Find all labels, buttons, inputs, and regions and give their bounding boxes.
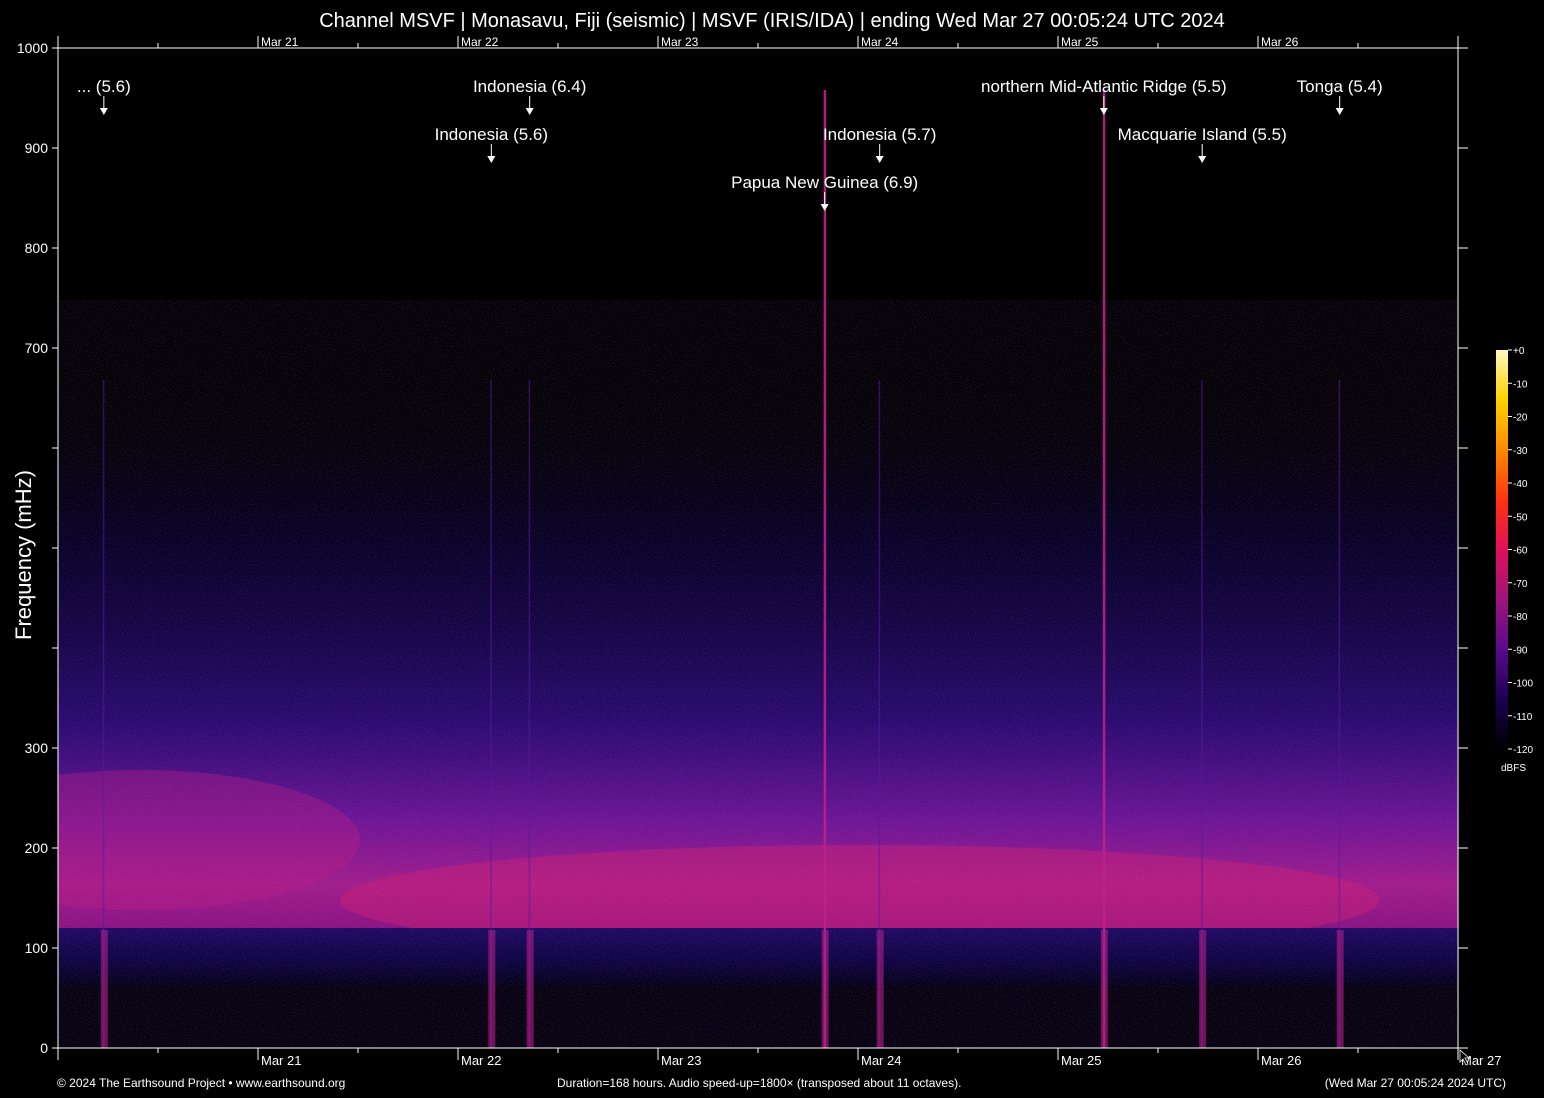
event-label: Indonesia (5.6) <box>435 125 548 144</box>
event-low-freq-energy <box>100 930 108 1048</box>
y-tick-label: 300 <box>25 740 49 756</box>
colorbar-tick-label: -40 <box>1513 479 1528 490</box>
x-day-label-top: Mar 24 <box>861 35 899 49</box>
x-day-label-top: Mar 21 <box>261 35 299 49</box>
footer-timestamp: (Wed Mar 27 00:05:24 2024 UTC) <box>1324 1076 1506 1090</box>
colorbar-tick-label: -30 <box>1513 446 1528 457</box>
x-day-label: Mar 21 <box>261 1053 301 1068</box>
colorbar-tick-label: -90 <box>1513 645 1528 656</box>
x-day-label-top: Mar 25 <box>1061 35 1099 49</box>
event-arrow-icon <box>1335 108 1344 115</box>
event-low-freq-energy <box>876 930 884 1048</box>
event-low-freq-energy <box>526 930 534 1048</box>
event-low-freq-energy <box>488 930 496 1048</box>
x-day-label: Mar 25 <box>1061 1053 1101 1068</box>
y-tick-label: 900 <box>25 140 49 156</box>
event-arrow-icon <box>1198 156 1207 163</box>
event-streak <box>1102 90 1106 1048</box>
event-arrow-icon <box>99 108 108 115</box>
colorbar-tick-label: -20 <box>1513 413 1528 424</box>
event-label: Indonesia (5.7) <box>823 125 936 144</box>
footer-copyright: © 2024 The Earthsound Project • www.eart… <box>57 1076 346 1090</box>
event-label: Macquarie Island (5.5) <box>1118 125 1287 144</box>
event-annotations: ... (5.6) Indonesia (6.4) Indonesia (5.6) n… <box>77 77 1383 211</box>
colorbar-gradient <box>1496 350 1508 749</box>
x-day-label: Mar 26 <box>1261 1053 1301 1068</box>
x-day-label-top: Mar 23 <box>661 35 699 49</box>
x-day-label-top: Mar 26 <box>1261 35 1299 49</box>
colorbar-tick-label: -110 <box>1513 712 1533 723</box>
colorbar-tick-label: -50 <box>1513 512 1528 523</box>
event-low-freq-energy <box>1100 930 1108 1048</box>
event-streak <box>1338 380 1341 1048</box>
y-tick-label: 700 <box>25 340 49 356</box>
event-streak <box>1201 380 1203 1048</box>
colorbar-tick-label: -100 <box>1513 679 1533 690</box>
colorbar-tick-label: -70 <box>1513 579 1528 590</box>
event-low-freq-energy <box>1199 930 1207 1048</box>
colorbar-tick-label: -10 <box>1513 379 1528 390</box>
event-arrow-icon <box>1099 108 1108 115</box>
x-day-label: Mar 23 <box>661 1053 701 1068</box>
event-arrow-icon <box>875 156 884 163</box>
chart-title: Channel MSVF | Monasavu, Fiji (seismic) … <box>319 10 1225 32</box>
colorbar-tick-label: -80 <box>1513 612 1528 623</box>
plot-area <box>57 47 1459 1049</box>
event-label: Papua New Guinea (6.9) <box>731 173 918 192</box>
event-label: northern Mid-Atlantic Ridge (5.5) <box>981 77 1227 96</box>
event-arrow-icon <box>487 156 496 163</box>
footer-duration: Duration=168 hours. Audio speed-up=1800×… <box>557 1076 962 1090</box>
event-label: ... (5.6) <box>77 77 131 96</box>
event-streak <box>490 380 492 1048</box>
colorbar-tick-label: -60 <box>1513 546 1528 557</box>
colorbar: +0 -10 -20 -30 -40 -50 -60 -70 -80 -90 -100 -110 -12… <box>1496 346 1533 774</box>
x-day-label: Mar 24 <box>861 1053 901 1068</box>
x-day-label-top: Mar 22 <box>461 35 499 49</box>
colorbar-tick-label: +0 <box>1513 346 1525 357</box>
event-streak <box>823 90 827 1048</box>
colorbar-tick-label: -120 <box>1513 745 1533 756</box>
y-tick-label: 200 <box>25 840 49 856</box>
y-tick-label: 0 <box>40 1040 48 1056</box>
x-axis: Mar 21 Mar 21 Mar 22 Mar 22 Mar 23 Mar 23 Mar … <box>57 35 1501 1068</box>
event-low-freq-energy <box>821 930 829 1048</box>
y-tick-label: 1000 <box>17 40 48 56</box>
event-streak <box>528 380 531 1048</box>
event-low-freq-energy <box>1336 930 1344 1048</box>
event-streak <box>102 380 105 1048</box>
event-streaks <box>100 90 1344 1048</box>
event-arrow-icon <box>820 204 829 211</box>
x-day-label: Mar 22 <box>461 1053 501 1068</box>
y-axis: 0 100 200 300 700 800 900 1000 <box>17 40 1468 1056</box>
event-label: Indonesia (6.4) <box>473 77 586 96</box>
cursor-icon <box>1459 1049 1471 1066</box>
event-arrow-icon <box>525 108 534 115</box>
event-label: Tonga (5.4) <box>1297 77 1383 96</box>
colorbar-unit-label: dBFS <box>1501 763 1526 774</box>
event-streak <box>878 380 881 1048</box>
y-axis-label: Frequency (mHz) <box>11 470 36 640</box>
noise-texture <box>58 300 1458 1048</box>
y-tick-label: 100 <box>25 940 49 956</box>
y-tick-label: 800 <box>25 240 49 256</box>
x-day-label: Mar 27 <box>1461 1053 1501 1068</box>
